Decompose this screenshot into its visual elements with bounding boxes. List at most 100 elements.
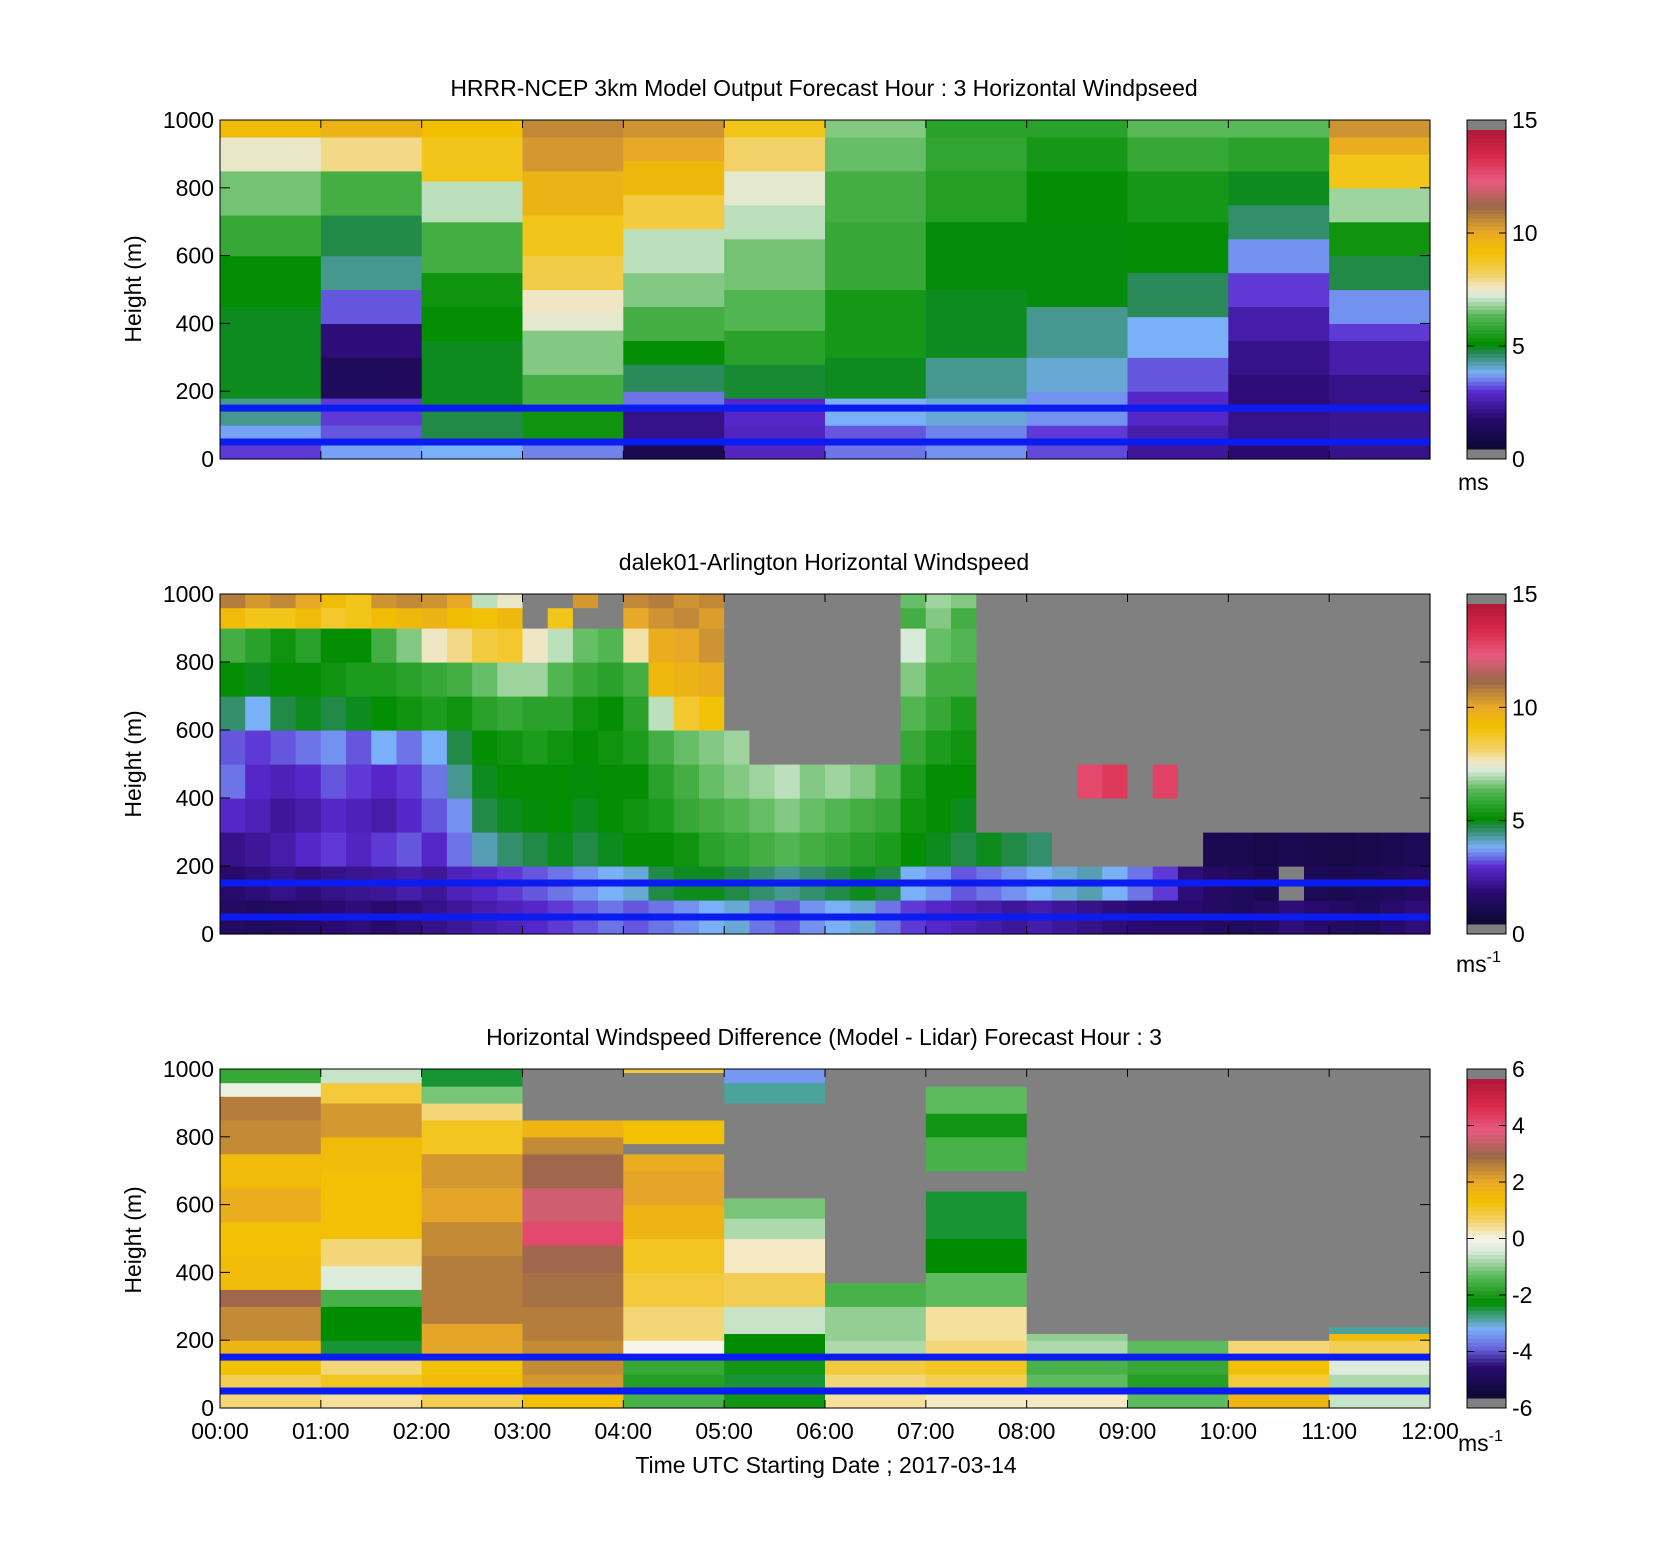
colorbar-segment (1467, 1134, 1506, 1140)
heatmap-cell (825, 1357, 927, 1375)
panel-difference-xlabel: Time UTC Starting Date ; 2017-03-14 (635, 1452, 1017, 1478)
heatmap-cell (799, 594, 826, 609)
heatmap-cell (1329, 187, 1431, 223)
heatmap-cell (875, 798, 902, 833)
colorbar-segment (1467, 409, 1506, 414)
heatmap-cell (497, 832, 524, 867)
heatmap-cell (749, 594, 776, 609)
heatmap-cell (1329, 340, 1431, 375)
colorbar-segment (1467, 1306, 1506, 1311)
heatmap-cell (925, 1204, 1028, 1240)
heatmap-cell (1026, 1204, 1129, 1273)
heatmap-cell (446, 730, 473, 765)
heatmap-cell (245, 798, 271, 833)
heatmap-cell (270, 607, 297, 629)
heatmap-cell (1127, 1340, 1229, 1358)
colorbar-segment (1467, 624, 1506, 629)
heatmap-cell (421, 730, 448, 765)
heatmap-cell (673, 662, 700, 697)
colorbar-segment (1467, 1178, 1506, 1184)
heatmap-cell (371, 696, 398, 731)
colorbar-segment (1467, 221, 1506, 227)
heatmap-cell (572, 764, 599, 799)
colorbar-segment (1467, 616, 1506, 621)
y-tick-label: 1000 (163, 107, 214, 133)
heatmap-cell (925, 442, 1028, 460)
colorbar-segment (1467, 1126, 1506, 1132)
heatmap-cell (724, 1197, 826, 1219)
heatmap-cell (320, 764, 347, 799)
heatmap-cell (522, 1245, 624, 1273)
heatmap-cell (925, 607, 952, 629)
heatmap-cell (522, 594, 549, 609)
colorbar-segment (1467, 237, 1506, 243)
heatmap-cell (1127, 628, 1154, 663)
colorbar-tick-label: -6 (1512, 1395, 1532, 1421)
heatmap-cell (1026, 120, 1129, 138)
panel-lidar-title: dalek01-Arlington Horizontal Windspeed (619, 549, 1029, 575)
panel-difference-title: Horizontal Windspeed Difference (Model -… (486, 1024, 1162, 1050)
heatmap-cell (951, 832, 977, 867)
colorbar-segment (1467, 648, 1506, 653)
heatmap-cell (522, 1069, 624, 1087)
heatmap-cell (1228, 272, 1330, 307)
panel-lidar-colorbar-unit: ms-1 (1456, 949, 1501, 977)
heatmap-cell (648, 764, 675, 799)
heatmap-cell (1354, 832, 1381, 867)
heatmap-cell (295, 798, 322, 833)
heatmap-cell (976, 832, 1003, 867)
heatmap-cell (774, 832, 801, 867)
colorbar-tick-label: 0 (1512, 446, 1525, 472)
heatmap-cell (1304, 832, 1330, 867)
heatmap-cell (623, 1238, 725, 1273)
y-tick-label: 800 (176, 1124, 214, 1150)
heatmap-cell (825, 442, 927, 460)
heatmap-cell (522, 255, 624, 291)
heatmap-cell (724, 1069, 826, 1084)
heatmap-cell (220, 1255, 322, 1290)
heatmap-cell (1354, 607, 1381, 629)
heatmap-cell (421, 696, 448, 731)
colorbar-segment (1467, 844, 1506, 849)
heatmap-cell (472, 607, 498, 629)
heatmap-cell (1026, 442, 1129, 460)
y-tick-label: 1000 (163, 1056, 214, 1082)
heatmap-cell (1077, 594, 1103, 609)
colorbar-cap (1467, 120, 1506, 130)
heatmap-cell (1127, 730, 1154, 765)
heatmap-cell (925, 764, 952, 799)
heatmap-cell (522, 214, 624, 257)
y-tick-label: 200 (176, 853, 214, 879)
colorbar-segment (1467, 1202, 1506, 1208)
colorbar-segment (1467, 752, 1506, 757)
heatmap-cell (1203, 607, 1229, 629)
y-tick-label: 200 (176, 1327, 214, 1353)
heatmap-cell (320, 696, 347, 731)
heatmap-cell (724, 289, 826, 331)
heatmap-cell (1026, 798, 1053, 833)
heatmap-cell (1228, 374, 1330, 409)
heatmap-cell (522, 662, 549, 697)
x-tick-label: 07:00 (897, 1418, 955, 1444)
heatmap-cell (320, 357, 423, 399)
heatmap-cell (421, 1221, 524, 1256)
heatmap-cell (1152, 594, 1179, 609)
y-tick-label: 800 (176, 649, 214, 675)
colorbar-segment (1467, 604, 1506, 609)
heatmap-cell (1077, 730, 1103, 765)
colorbar-segment (1467, 1378, 1506, 1383)
heatmap-cell (673, 798, 700, 833)
panel-difference-colorbar: -6 -4 -2 0 2 4 6 (1466, 1056, 1533, 1421)
colorbar-segment (1467, 337, 1506, 342)
heatmap-cell (1152, 662, 1179, 697)
colorbar-segment (1467, 764, 1506, 769)
heatmap-cell (976, 764, 1003, 799)
heatmap-cell (220, 1069, 322, 1084)
colorbar-segment (1467, 341, 1506, 346)
colorbar-segment (1467, 840, 1506, 845)
colorbar-segment (1467, 608, 1506, 613)
x-tick-label: 11:00 (1301, 1418, 1357, 1444)
heatmap-cell (421, 221, 524, 274)
colorbar-segment (1467, 1102, 1506, 1108)
y-tick-label: 0 (201, 446, 214, 472)
